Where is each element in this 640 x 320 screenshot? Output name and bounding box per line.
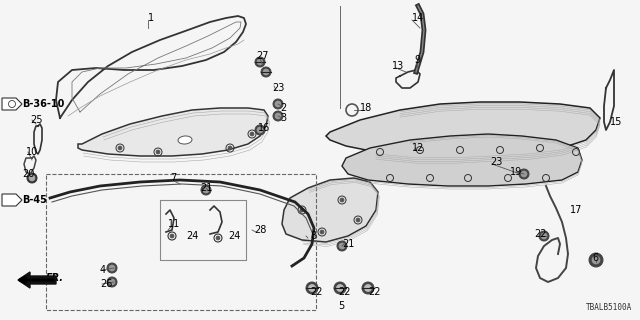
Polygon shape	[342, 134, 582, 186]
Circle shape	[541, 233, 547, 239]
Text: 3: 3	[280, 113, 286, 123]
Circle shape	[29, 175, 35, 181]
Circle shape	[250, 132, 254, 136]
Circle shape	[170, 234, 174, 238]
Text: 9: 9	[414, 55, 420, 65]
Text: TBALB5100A: TBALB5100A	[586, 303, 632, 312]
Circle shape	[300, 208, 304, 212]
Circle shape	[362, 282, 374, 294]
Text: 8: 8	[310, 231, 316, 241]
Circle shape	[27, 173, 37, 183]
Circle shape	[273, 111, 283, 121]
Circle shape	[356, 218, 360, 222]
FancyArrow shape	[18, 272, 56, 288]
Ellipse shape	[178, 136, 192, 144]
Text: 23: 23	[272, 83, 284, 93]
Circle shape	[107, 277, 117, 287]
Circle shape	[263, 69, 269, 75]
Text: 25: 25	[30, 115, 42, 125]
Circle shape	[589, 253, 603, 267]
Polygon shape	[2, 194, 22, 206]
Text: 24: 24	[228, 231, 241, 241]
Circle shape	[203, 187, 209, 193]
Circle shape	[255, 57, 265, 67]
Circle shape	[255, 125, 265, 135]
Circle shape	[521, 171, 527, 177]
Circle shape	[337, 241, 347, 251]
Text: 5: 5	[338, 301, 344, 311]
Text: 22: 22	[310, 287, 323, 297]
Polygon shape	[78, 108, 268, 156]
Text: 4: 4	[100, 265, 106, 275]
Circle shape	[109, 265, 115, 271]
Text: 23: 23	[490, 157, 502, 167]
Text: 14: 14	[412, 13, 424, 23]
Text: B-45: B-45	[22, 195, 47, 205]
Text: 1: 1	[148, 13, 154, 23]
Circle shape	[308, 284, 316, 292]
Circle shape	[519, 169, 529, 179]
Text: 26: 26	[100, 279, 113, 289]
Circle shape	[273, 99, 283, 109]
Polygon shape	[2, 98, 22, 110]
Text: 18: 18	[360, 103, 372, 113]
Text: B-36-10: B-36-10	[22, 99, 65, 109]
Text: 12: 12	[412, 143, 424, 153]
Circle shape	[339, 243, 345, 249]
Text: 22: 22	[338, 287, 351, 297]
Circle shape	[107, 263, 117, 273]
Text: FR.: FR.	[46, 273, 64, 283]
Text: 16: 16	[258, 123, 270, 133]
Text: 13: 13	[392, 61, 404, 71]
Circle shape	[334, 282, 346, 294]
Circle shape	[109, 279, 115, 285]
Circle shape	[156, 150, 160, 154]
Circle shape	[306, 282, 318, 294]
Circle shape	[257, 59, 263, 65]
Text: 7: 7	[170, 173, 176, 183]
Text: 24: 24	[186, 231, 198, 241]
Circle shape	[257, 127, 263, 133]
Circle shape	[337, 284, 344, 292]
Circle shape	[118, 146, 122, 150]
Text: 15: 15	[610, 117, 622, 127]
Circle shape	[365, 284, 371, 292]
Text: 10: 10	[26, 147, 38, 157]
Text: 17: 17	[570, 205, 582, 215]
Circle shape	[340, 198, 344, 202]
Text: 28: 28	[254, 225, 266, 235]
Text: 2: 2	[280, 103, 286, 113]
Text: 21: 21	[200, 183, 212, 193]
Circle shape	[592, 256, 600, 264]
Circle shape	[261, 67, 271, 77]
Circle shape	[216, 236, 220, 240]
Circle shape	[539, 231, 549, 241]
Polygon shape	[326, 102, 600, 156]
Circle shape	[275, 101, 281, 107]
Text: 22: 22	[534, 229, 547, 239]
Text: 27: 27	[256, 51, 269, 61]
Text: 20: 20	[22, 169, 35, 179]
Circle shape	[275, 113, 281, 119]
Text: 19: 19	[510, 167, 522, 177]
Text: 6: 6	[592, 253, 598, 263]
Text: 21: 21	[342, 239, 355, 249]
Circle shape	[201, 185, 211, 195]
Polygon shape	[282, 178, 378, 242]
Text: 22: 22	[368, 287, 381, 297]
Circle shape	[320, 230, 324, 234]
Circle shape	[228, 146, 232, 150]
Text: 11: 11	[168, 219, 180, 229]
